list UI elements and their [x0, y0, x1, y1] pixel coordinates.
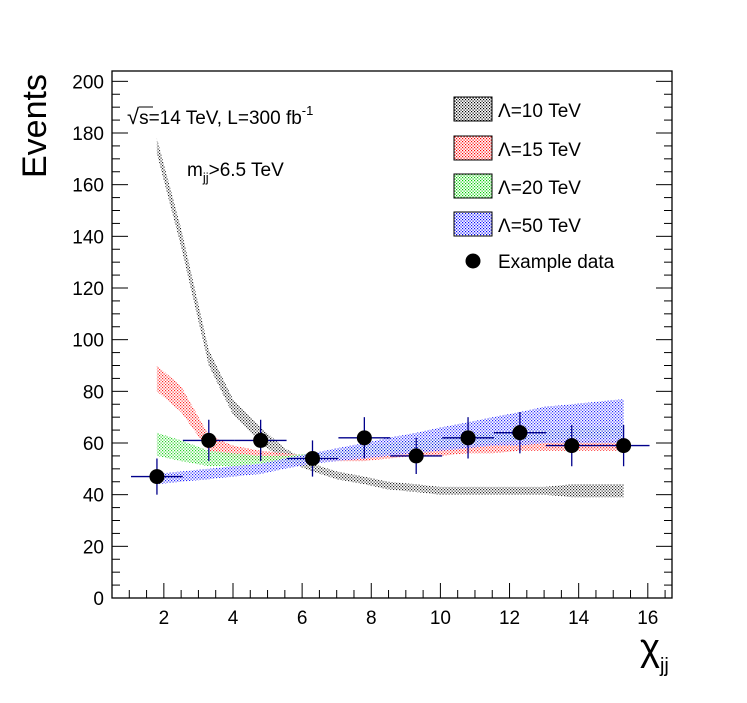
data-marker: [201, 432, 217, 448]
energy-sup: -1: [302, 103, 314, 118]
x-tick-label: 10: [430, 608, 451, 629]
data-point: [182, 419, 235, 462]
y-tick-label: 80: [83, 382, 104, 403]
legend-swatch-lambda20: [453, 173, 493, 199]
data-point: [131, 458, 183, 495]
data-point: [234, 419, 287, 462]
x-axis-title-main: χ: [640, 627, 660, 669]
x-tick-label: 14: [568, 608, 590, 629]
y-tick-label: 140: [72, 227, 104, 248]
energy-annotation: √s=14 TeV, L=300 fb-1: [127, 103, 313, 129]
bands-layer: [156, 138, 624, 498]
legend-marker-data: [465, 253, 481, 269]
data-point: [442, 417, 494, 459]
data-point: [286, 440, 339, 477]
y-axis: 0 20 40 60 80 100 120 140 160 180 200: [72, 72, 672, 610]
data-point: [390, 437, 443, 474]
legend-swatch-lambda10: [453, 96, 493, 122]
mass-sub: jj: [202, 170, 209, 185]
data-marker: [564, 438, 580, 454]
data-marker: [460, 430, 476, 446]
legend-label-lambda50: Λ=50 TeV: [498, 216, 581, 237]
legend-swatch-lambda15: [453, 135, 493, 161]
legend-label-data: Example data: [498, 252, 615, 273]
legend-swatch-lambda50: [453, 211, 493, 237]
legend: Λ=10 TeV Λ=15 TeV Λ=20 TeV Λ=50 TeV Exam…: [453, 96, 615, 273]
data-marker: [616, 438, 632, 454]
x-tick-label: 8: [366, 608, 377, 629]
y-tick-label: 60: [83, 434, 104, 455]
x-axis: 2 4 6 8 10 12 14 16: [128, 583, 666, 629]
y-tick-label: 100: [72, 331, 104, 352]
energy-text: s=14 TeV, L=300 fb: [139, 108, 302, 129]
x-tick-label: 2: [159, 608, 170, 629]
y-tick-label: 0: [93, 589, 104, 610]
y-tick-label: 120: [72, 279, 104, 300]
data-marker: [304, 451, 320, 466]
x-axis-title-sub: jj: [659, 655, 669, 677]
x-axis-title: χjj: [640, 627, 669, 677]
mass-text: >6.5 TeV: [209, 160, 285, 181]
x-tick-label: 6: [297, 608, 308, 629]
legend-label-lambda15: Λ=15 TeV: [498, 140, 581, 161]
data-point: [545, 424, 598, 467]
y-tick-label: 20: [83, 537, 104, 558]
points-layer: [131, 412, 650, 495]
y-tick-label: 40: [83, 486, 104, 507]
data-point: [338, 417, 391, 459]
mass-m: m: [187, 160, 203, 181]
x-tick-label: 16: [637, 608, 658, 629]
data-marker: [356, 430, 372, 446]
y-tick-label: 180: [72, 124, 104, 145]
data-marker: [253, 432, 269, 448]
y-tick-label: 200: [72, 72, 104, 93]
data-point: [493, 412, 546, 454]
y-tick-label: 160: [72, 176, 104, 197]
legend-label-lambda10: Λ=10 TeV: [498, 101, 581, 122]
data-marker: [149, 469, 165, 485]
data-marker: [512, 425, 528, 441]
plot-frame: [111, 70, 673, 599]
y-axis-title: Events: [16, 74, 54, 178]
x-tick-label: 4: [228, 608, 239, 629]
x-tick-label: 12: [499, 608, 520, 629]
data-marker: [408, 448, 424, 464]
band-lambda50: [156, 399, 624, 485]
sqrt-symbol: √: [127, 104, 140, 129]
data-point: [597, 424, 650, 467]
legend-label-lambda20: Λ=20 TeV: [498, 178, 581, 199]
mass-annotation: mjj>6.5 TeV: [187, 160, 284, 185]
